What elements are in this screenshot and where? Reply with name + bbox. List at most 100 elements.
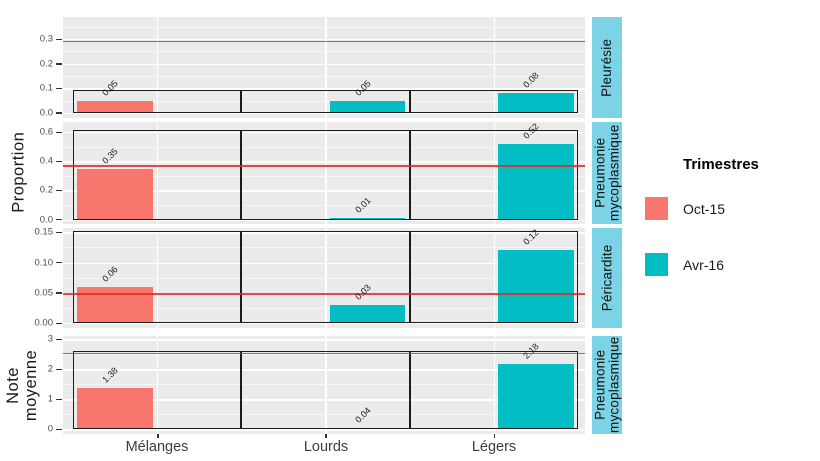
y-tick-mark xyxy=(56,87,62,90)
legend-entry-avr-16: Avr-16 xyxy=(645,253,724,276)
facet-strip-1: Pleurésie xyxy=(592,17,622,118)
facet-strip-label: Pneumonie mycoplasmique xyxy=(592,124,622,222)
bar-avr-16 xyxy=(329,100,406,114)
y-tick-mark xyxy=(56,322,62,324)
grid-line-major xyxy=(63,399,585,401)
legend-title: Trimestres xyxy=(683,156,759,173)
grid-line-minor xyxy=(63,175,585,177)
y-tick-mark xyxy=(56,338,62,340)
legend-label-oct-15: Oct-15 xyxy=(683,200,726,217)
grid-line-minor xyxy=(63,76,585,77)
bar-oct-15 xyxy=(77,286,153,324)
grid-line-minor xyxy=(63,354,585,356)
category-box xyxy=(241,231,410,324)
y-tick-label: 0.00 xyxy=(34,317,54,329)
y-tick-mark xyxy=(56,219,62,221)
grid-line-vertical xyxy=(157,228,159,328)
legend-swatch-avr-16 xyxy=(645,253,668,276)
y-tick-label: 0.10 xyxy=(34,257,54,269)
grid-line-vertical xyxy=(493,228,496,328)
x-tick-mark xyxy=(157,434,159,438)
grid-line-major xyxy=(63,219,585,221)
y-tick-label: 0.05 xyxy=(34,287,54,299)
y-tick-mark xyxy=(56,368,62,370)
x-axis-label-lourds: Lourds xyxy=(303,439,349,455)
grid-line-major xyxy=(63,63,585,66)
bar-avr-16 xyxy=(329,304,406,324)
y-axis-title-proportion-text: Proportion xyxy=(9,131,28,214)
grid-line-major xyxy=(63,39,585,41)
grid-line-vertical xyxy=(157,122,159,224)
legend-label-avr-16: Avr-16 xyxy=(683,256,724,273)
y-tick-label: 1 xyxy=(47,393,53,405)
bar-oct-15 xyxy=(77,100,153,114)
grid-line-minor xyxy=(63,205,585,206)
category-box xyxy=(409,89,578,114)
x-tick-mark xyxy=(325,434,327,438)
y-tick-label: 0.15 xyxy=(34,226,54,238)
y-tick-label: 0.4 xyxy=(39,155,53,167)
grid-line-vertical xyxy=(325,122,327,224)
bar-avr-16 xyxy=(497,250,574,324)
y-tick-mark xyxy=(56,231,62,233)
facet-strip-2: Pneumonie mycoplasmique xyxy=(592,122,622,224)
y-tick-label: 0.6 xyxy=(39,126,53,138)
legend: Trimestres Oct-15 Avr-16 xyxy=(640,150,818,295)
grid-line-major xyxy=(63,190,585,192)
category-box xyxy=(241,351,410,430)
facet-strip-4: Pneumonie mycoplasmique xyxy=(592,336,622,434)
reference-line xyxy=(63,164,585,167)
facet-strip-label: Péricardite xyxy=(599,244,615,312)
facet-strip-3: Péricardite xyxy=(592,228,622,328)
y-tick-label: 3 xyxy=(47,333,53,345)
grid-line-major xyxy=(63,262,585,264)
grid-line-vertical xyxy=(325,336,327,434)
grid-line-vertical xyxy=(157,336,159,434)
grid-line-vertical xyxy=(493,122,496,224)
legend-entry-oct-15: Oct-15 xyxy=(645,197,725,220)
grid-line-major xyxy=(63,339,585,341)
category-box xyxy=(73,351,242,430)
y-tick-mark xyxy=(56,160,62,163)
category-box xyxy=(73,89,242,114)
grid-line-major xyxy=(63,132,585,134)
facet-panel-4: 1.38 0.04 2.18 xyxy=(63,336,585,434)
facet-panel-1: 0.05 0.05 0.08 xyxy=(63,17,585,118)
category-box xyxy=(409,351,578,430)
y-tick-mark xyxy=(56,131,62,133)
grid-line-major xyxy=(63,113,585,115)
bar-avr-16 xyxy=(497,93,574,114)
category-box xyxy=(241,89,410,114)
y-axis-title-note-moyenne: Note moyenne xyxy=(0,336,46,434)
grid-line-major xyxy=(63,161,585,163)
facet-strip-label: Pleurésie xyxy=(599,38,615,97)
category-box xyxy=(409,231,578,324)
grid-line-major xyxy=(63,369,585,371)
y-tick-mark xyxy=(56,398,62,400)
reference-line xyxy=(63,352,585,355)
grid-line-vertical xyxy=(157,17,159,118)
y-tick-label: 0.2 xyxy=(39,184,53,196)
x-tick-mark xyxy=(493,434,496,438)
grid-line-vertical xyxy=(493,17,496,118)
y-tick-mark xyxy=(56,38,62,40)
grid-line-minor xyxy=(63,414,585,416)
y-tick-label: 0.0 xyxy=(39,107,53,119)
y-tick-mark xyxy=(56,261,62,264)
reference-line xyxy=(63,293,585,295)
reference-line xyxy=(63,40,585,43)
grid-line-major xyxy=(63,323,585,325)
bar-avr-16 xyxy=(497,143,574,220)
y-tick-label: 0 xyxy=(47,423,53,435)
facet-panel-2: 0.35 0.01 0.52 xyxy=(63,121,585,224)
legend-swatch-oct-15 xyxy=(645,197,668,220)
y-tick-mark xyxy=(56,63,62,65)
grid-line-vertical xyxy=(325,228,327,328)
grid-line-major xyxy=(63,232,585,234)
grid-line-major xyxy=(63,429,585,431)
grid-line-minor xyxy=(63,51,585,53)
y-axis-title-note-moyenne-text: Note moyenne xyxy=(4,349,42,421)
grid-line-vertical xyxy=(325,17,327,118)
grid-line-minor xyxy=(63,384,585,386)
y-tick-label: 2 xyxy=(47,363,53,375)
